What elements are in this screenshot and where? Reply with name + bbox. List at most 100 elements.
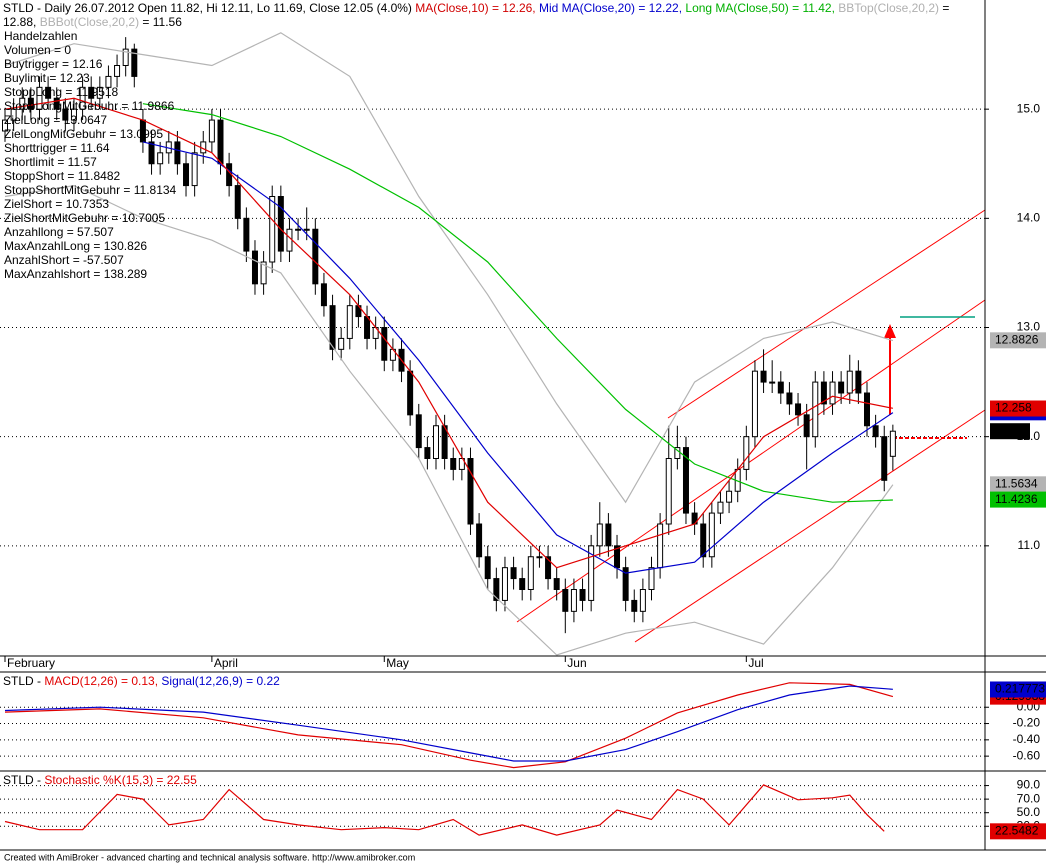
x-tick-label: Jul <box>748 656 763 670</box>
candle-body <box>2 119 8 132</box>
panel-title-part: Stochastic %K(15,3) = 22.55 <box>44 773 197 787</box>
panel-title: STLD - Stochastic %K(15,3) = 22.55 <box>3 773 197 787</box>
candle-body <box>726 490 733 503</box>
candle-body <box>872 425 879 438</box>
value-label: 12.05 <box>995 423 1025 437</box>
y-tick-label: 15.0 <box>1017 101 1041 115</box>
candle-body <box>234 185 241 219</box>
candle-body <box>148 141 155 165</box>
candle-body <box>570 589 577 612</box>
value-box <box>990 823 1046 840</box>
candle-body <box>346 305 353 339</box>
candle-body <box>277 196 284 252</box>
drawing-tools <box>516 209 986 643</box>
candle-body <box>648 567 655 591</box>
info-line: MaxAnzahlLong = 130.826 <box>4 239 147 253</box>
info-line: AnzahlShort = -57.507 <box>4 253 124 267</box>
header-part: = <box>939 1 949 15</box>
candle-body <box>295 228 302 231</box>
header-part: 12.88, <box>3 15 40 29</box>
info-line: StoppLong = 11.9518 <box>4 85 119 99</box>
candle-body <box>269 196 276 263</box>
value-label: 12.8826 <box>995 332 1039 346</box>
info-line: StoppShortMitGebuhr = 11.8134 <box>4 183 177 197</box>
header-part: = 11.56 <box>139 15 182 29</box>
candle-body <box>329 305 336 350</box>
candle-body <box>36 86 43 110</box>
candle-body <box>743 436 750 470</box>
candle-body <box>889 430 896 457</box>
indicator-line <box>142 141 894 574</box>
candle-body <box>320 283 327 307</box>
value-label: 12.258 <box>995 401 1032 415</box>
candle-body <box>407 370 414 416</box>
candle-body <box>312 228 319 285</box>
x-tick-label: April <box>214 656 238 670</box>
y-tick-label: -0.20 <box>1013 716 1041 730</box>
candle-body <box>700 523 707 558</box>
candle-body <box>10 108 17 121</box>
header-part: BBTop(Close,20,2) <box>838 1 939 15</box>
candle-body <box>510 567 517 580</box>
candle-body <box>846 370 853 394</box>
candle-body <box>588 545 595 601</box>
candle-body <box>251 250 258 285</box>
candle-body <box>864 392 870 427</box>
candle-body <box>476 523 483 558</box>
value-box <box>990 400 1046 417</box>
value-box <box>990 491 1046 508</box>
candle-body <box>829 381 836 405</box>
candle-body <box>795 403 802 416</box>
candle-body <box>605 523 612 547</box>
info-line: Buytrigger = 12.16 <box>4 57 103 71</box>
candle-body <box>631 599 638 612</box>
candle-body <box>27 97 34 110</box>
candle-body <box>751 370 758 438</box>
y-tick-label: -0.40 <box>1013 732 1041 746</box>
panel-title-part: MACD(12,26) = 0.13, <box>44 674 161 688</box>
candle-body <box>527 556 534 590</box>
info-line: Handelzahlen <box>4 29 77 43</box>
candle-body <box>786 392 793 405</box>
value-box <box>990 423 1030 440</box>
candle-body <box>433 425 439 459</box>
y-tick-label: 13.0 <box>1017 320 1041 334</box>
y-tick-label: 11.0 <box>1018 538 1041 552</box>
candle-body <box>441 425 448 459</box>
info-line: ZielLong = 13.0647 <box>4 113 107 127</box>
candle-body <box>519 578 526 590</box>
y-tick-label: -0.60 <box>1013 748 1041 762</box>
candle-body <box>381 327 388 361</box>
candle-body <box>217 119 224 165</box>
candle-body <box>493 578 500 601</box>
panel-title-part: STLD - <box>3 674 44 688</box>
info-line: Shortlimit = 11.57 <box>4 155 97 169</box>
candle-body <box>484 556 491 580</box>
indicator-line <box>4 784 885 836</box>
value-label: 0.217773 <box>995 682 1045 696</box>
candle-body <box>562 589 569 612</box>
info-line: StoppShort = 11.8482 <box>4 169 121 183</box>
candle-body <box>260 261 267 285</box>
header-part: STLD - Daily 26.07.2012 Open 11.82, Hi 1… <box>3 1 415 15</box>
panel-title-part: STLD - <box>3 773 44 787</box>
candle-body <box>881 436 888 481</box>
info-line: Volumen = 0 <box>4 43 71 57</box>
candle-body <box>53 97 60 110</box>
header: 12.88, BBBot(Close,20,2) = 11.56 <box>3 15 182 29</box>
trend-channel <box>634 409 986 643</box>
candle-body <box>183 163 190 187</box>
candle-body <box>338 337 345 350</box>
x-tick-label: May <box>386 656 409 670</box>
candle-body <box>70 108 77 121</box>
candle-body <box>105 75 112 88</box>
header-part: Long MA(Close,50) = 11.42, <box>685 1 838 15</box>
indicator-line <box>4 685 893 762</box>
candle-body <box>303 228 310 231</box>
candle-body <box>717 501 724 514</box>
header: STLD - Daily 26.07.2012 Open 11.82, Hi 1… <box>3 1 949 15</box>
candle-body <box>450 458 457 470</box>
candle-body <box>157 152 164 165</box>
y-tick-label: 70.0 <box>1017 791 1041 805</box>
